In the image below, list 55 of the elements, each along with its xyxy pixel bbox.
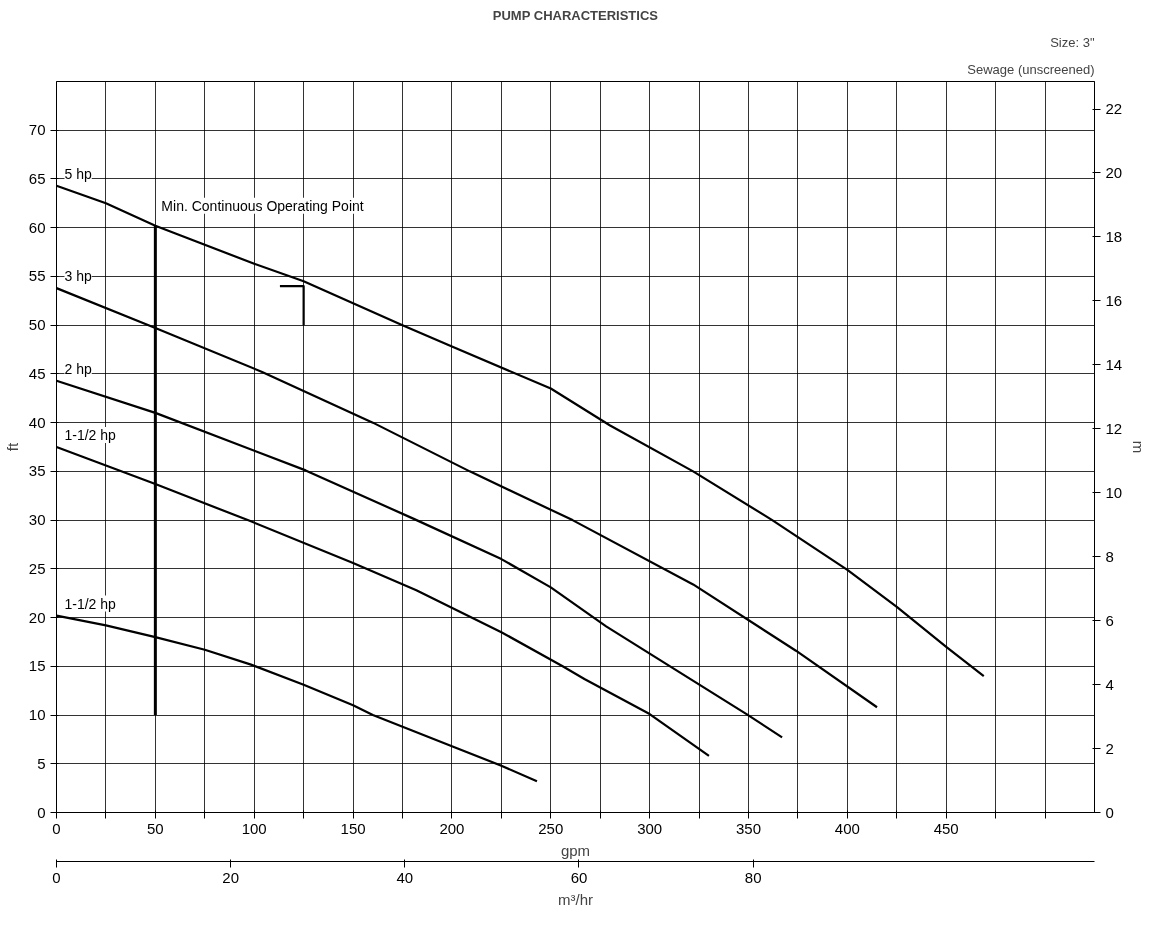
x-tick-label: 200: [439, 819, 465, 837]
y-tick-label: 60: [28, 218, 46, 236]
y-tick-label: 20: [28, 608, 46, 626]
series-label: 3 hp: [64, 268, 92, 285]
series-label: 5 hp: [64, 165, 92, 182]
y2-tick-label: 22: [1105, 100, 1123, 117]
x-tick-label: 250: [538, 819, 564, 837]
y-axis-title: ft: [3, 442, 21, 452]
y-tick-label: 15: [28, 657, 46, 675]
y-tick-label: 40: [28, 413, 46, 431]
x2-tick-label: 40: [396, 868, 414, 886]
x-tick-label: 0: [52, 819, 61, 837]
series-label: 2 hp: [64, 360, 92, 377]
x-tick-label: 50: [147, 819, 164, 837]
y-tick-label: 50: [28, 316, 46, 334]
y2-tick-label: 12: [1105, 419, 1123, 437]
y-tick-label: 25: [28, 559, 46, 577]
y2-tick-label: 0: [1105, 803, 1114, 821]
x-tick-label: 450: [933, 819, 959, 837]
x2-axis-title: m³/hr: [558, 890, 593, 908]
x-tick-label: 100: [241, 819, 267, 837]
x-tick-label: 400: [834, 819, 860, 837]
x-axis-title: gpm: [560, 841, 591, 859]
x2-tick-label: 60: [570, 868, 588, 886]
x-tick-label: 300: [637, 819, 663, 837]
y-tick-label: 65: [28, 169, 46, 187]
x2-tick-label: 20: [222, 868, 240, 886]
y2-tick-label: 8: [1105, 547, 1114, 565]
y2-tick-label: 20: [1105, 163, 1123, 181]
y-tick-label: 30: [28, 511, 46, 529]
y2-tick-label: 2: [1105, 739, 1114, 757]
x2-tick-label: 0: [52, 868, 61, 886]
y-tick-label: 70: [28, 121, 46, 139]
x-tick-label: 350: [735, 819, 762, 837]
y-tick-label: 55: [28, 267, 46, 285]
y2-axis-title: m: [1130, 440, 1148, 454]
series-label: 1-1/2 hp: [64, 427, 117, 443]
y2-tick-label: 16: [1105, 291, 1123, 309]
y-tick-label: 0: [37, 803, 46, 821]
y-tick-label: 45: [28, 364, 46, 382]
text: Size: 3": [1050, 34, 1095, 50]
y2-tick-label: 4: [1105, 675, 1114, 693]
series-label: 1-1/2 hp: [64, 595, 117, 612]
y-tick-label: 10: [28, 706, 46, 724]
y-tick-label: 5: [37, 754, 46, 772]
x-tick-label: 150: [340, 819, 366, 837]
y2-tick-label: 6: [1105, 611, 1114, 629]
series-label: Min. Continuous Operating Point: [161, 197, 364, 214]
y2-tick-label: 14: [1105, 355, 1123, 373]
y2-tick-label: 10: [1105, 483, 1123, 501]
text: Sewage (unscreened): [967, 61, 1095, 77]
x2-tick-label: 80: [744, 868, 762, 886]
y2-tick-label: 18: [1105, 227, 1123, 245]
y-tick-label: 35: [28, 462, 46, 480]
chart-title: PUMP CHARACTERISTICS: [492, 7, 659, 23]
